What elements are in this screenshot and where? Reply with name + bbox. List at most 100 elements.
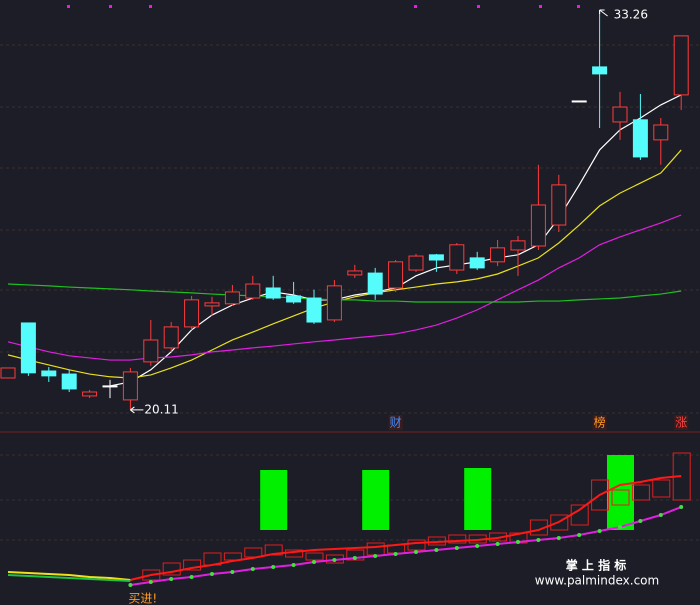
dot [352,556,357,560]
candle-body [0,367,16,379]
candle-body [224,291,240,305]
candle-body [612,106,628,123]
indicator-bar [142,569,161,581]
dot [638,519,643,523]
dot [477,5,480,8]
candle-body [551,184,567,226]
indicator-bar [550,514,569,531]
dot [539,5,542,8]
dot [516,540,520,544]
indicator-bar [407,539,426,551]
dot [475,544,480,548]
indicator-bar [591,479,610,511]
candle-body [449,244,465,271]
dot [271,565,276,569]
annotation-arrow [130,406,144,414]
dot [169,577,174,581]
dot [128,583,133,587]
annotation-arrow [599,9,608,17]
candle-body [184,299,200,328]
indicator-bar [162,562,181,576]
dot [148,580,153,584]
low-label: 20.11 [144,402,178,416]
dot [679,505,684,509]
candle-body [571,100,587,103]
dot [454,546,459,550]
dot [250,567,255,571]
candle-body [490,247,506,263]
marker: 榜 [594,415,606,430]
signal-block [260,470,288,530]
line [7,571,131,581]
marker-box [592,415,607,430]
dot [577,5,580,8]
line [7,574,131,582]
watermark-title: 掌 上 指 标 [566,558,627,573]
indicator-bar [264,544,283,556]
candle-body [632,119,648,158]
high-label: 33.26 [614,8,648,22]
dot [210,572,214,576]
candle-body [673,35,689,96]
candle-body [61,373,77,390]
candle-body [163,326,179,349]
line [130,475,682,581]
candle-body [653,124,669,141]
candle-body [326,285,342,321]
line [7,283,682,303]
candle-body [510,240,526,251]
signal-label: 买进! [128,592,157,605]
dot [618,525,622,529]
dot [495,542,500,546]
dot [291,563,296,567]
indicator-bar [611,489,630,506]
marker: 财 [390,416,402,430]
candle-body [143,339,159,363]
dot [414,5,417,8]
candle-body [347,270,363,276]
dot [556,536,561,540]
dot [373,554,378,558]
indicator-bar [183,559,202,571]
dot [332,558,337,562]
grid [0,44,700,541]
dot [312,560,316,564]
line [130,506,682,586]
dot [414,550,418,554]
signal-block [362,470,390,530]
indicator-bar [305,552,324,561]
dot [658,513,663,517]
candle-body [41,370,57,377]
candle-body [20,322,36,374]
marker: 涨 [675,415,687,430]
signal-block [464,468,492,530]
candle-body [286,295,302,303]
candle-body [82,391,98,397]
marker-box [388,415,403,430]
candle-body [245,283,261,299]
candle-body [530,204,546,247]
indicator-bar [631,484,650,501]
candle-body [265,287,281,299]
dot [536,538,541,542]
dot [577,533,582,537]
line [7,214,682,361]
top-dots [67,5,580,8]
indicator-bar [652,479,671,498]
watermark-url: www.palmindex.com [535,574,659,588]
indicator-bar [448,534,467,544]
candle-body [122,371,138,401]
dot [597,529,602,533]
candle-body [204,302,220,307]
candle-body [408,255,424,271]
candle-body [102,385,118,388]
signal-block [607,455,634,530]
dot [434,548,439,552]
dot [109,5,112,8]
indicator-bar [346,549,365,561]
candle-body [592,66,608,75]
dot [189,575,194,579]
